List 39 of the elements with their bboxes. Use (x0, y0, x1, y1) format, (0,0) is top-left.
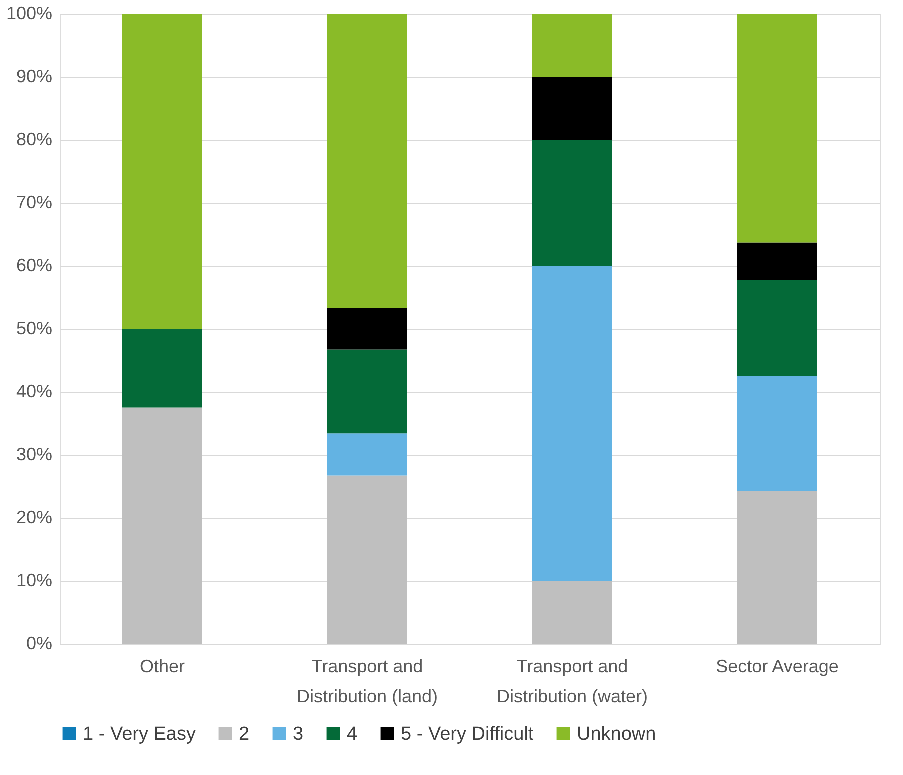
x-tick-label: Transport and Distribution (water) (496, 656, 648, 706)
y-tick-label: 20% (16, 508, 52, 528)
y-tick-label: 70% (16, 192, 52, 212)
legend-label: Unknown (577, 724, 656, 745)
bar (328, 308, 408, 350)
bar (738, 280, 818, 376)
bar (328, 476, 408, 644)
y-tick-label: 50% (16, 318, 52, 338)
legend-label: 3 (293, 724, 304, 745)
y-tick-label: 0% (26, 634, 52, 654)
bar (738, 14, 818, 243)
bar (532, 77, 612, 140)
bar (122, 329, 202, 408)
bar (328, 14, 408, 308)
y-tick-label: 60% (16, 256, 52, 276)
bar (532, 266, 612, 581)
legend-label: 4 (347, 724, 358, 745)
bar (532, 14, 612, 77)
y-tick-label: 30% (16, 444, 52, 464)
legend-label: 5 - Very Difficult (401, 724, 534, 745)
y-tick-label: 10% (16, 570, 52, 590)
y-tick-label: 100% (6, 4, 52, 24)
x-tick-label: Transport and Distribution (land) (296, 656, 438, 706)
x-tick-label: Sector Average (716, 656, 839, 676)
legend-label: 1 - Very Easy (83, 724, 196, 745)
bar (328, 350, 408, 434)
y-tick-label: 90% (16, 66, 52, 86)
y-tick-label: 80% (16, 130, 52, 150)
y-tick-label: 40% (16, 382, 52, 402)
bar (738, 376, 818, 492)
bar (122, 14, 202, 329)
bar (532, 140, 612, 266)
bar (532, 581, 612, 644)
x-tick-label: Other (140, 656, 186, 676)
legend-label: 2 (239, 724, 250, 745)
bar (738, 492, 818, 644)
bar (328, 434, 408, 476)
bar (738, 242, 818, 280)
bar (122, 408, 202, 644)
